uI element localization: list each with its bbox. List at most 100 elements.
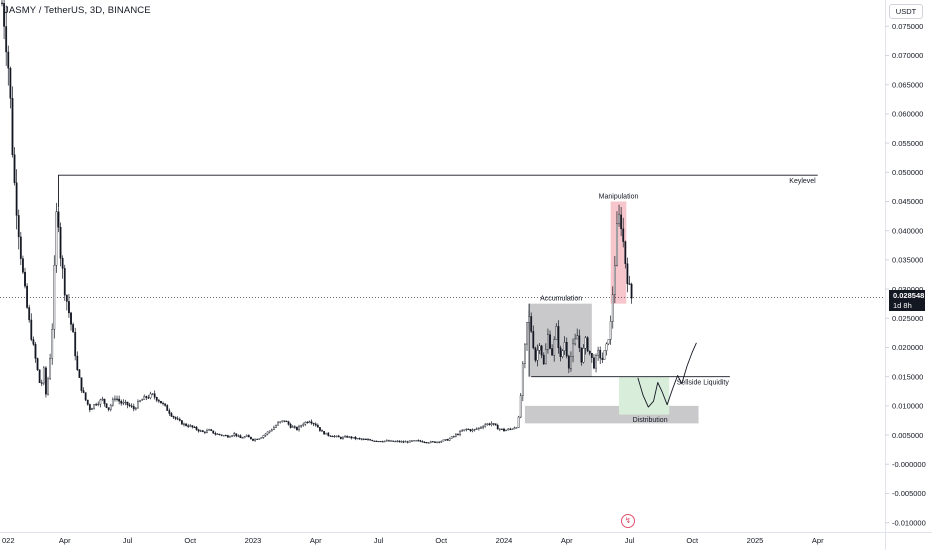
candle-body [406,441,409,443]
candle-body [258,438,261,440]
candle-body [130,405,133,407]
candle-body [76,355,79,370]
candle-body [356,438,359,440]
candle-body [285,420,288,423]
candle-body [49,358,52,380]
candle-body [256,438,259,440]
candle-body [358,438,361,440]
x-tick-label: Oct [435,536,448,545]
candle-body [34,344,37,359]
candle-body [582,348,585,363]
candle-body [170,413,173,417]
candle-body [176,418,179,420]
current-price-value: 0.028548 [893,291,925,300]
candle-body [120,400,123,404]
candle-body [59,226,62,259]
candle-body [15,182,18,216]
candle-body [567,355,570,369]
candle-body [415,440,418,442]
candle-body [551,348,554,356]
candle-body [429,441,432,443]
axis-corner[interactable] [885,533,932,550]
candle-body [47,378,49,395]
candle-body [325,432,328,435]
currency-selector[interactable]: USDT [889,4,923,19]
candle-body [151,393,154,395]
candle-body [168,410,171,414]
zone-layer [524,201,699,424]
candle-body [547,334,549,350]
candle-body [440,440,443,443]
candle-body [191,425,194,428]
candle-body [469,429,472,432]
candle-body [365,438,367,441]
candle-body [519,395,522,418]
candle-body [534,347,537,361]
candle-body [233,433,236,436]
candle-body [484,424,487,427]
candle-body [561,350,564,357]
candle-body [229,436,231,438]
candle-body [270,429,273,432]
candle-body [128,404,131,407]
candle-body [126,401,129,406]
candle-body [532,331,535,349]
candle-body [74,332,77,357]
candle-body [281,420,284,422]
candle-body [486,423,489,426]
candle-body [321,430,323,432]
x-tick-label: Apr [310,536,322,545]
y-tick-label: 0.035000 [892,256,923,265]
candle-body [293,426,296,428]
candle-body [216,433,219,435]
candle-body [32,339,35,345]
candle-body [57,211,60,228]
candle-body [584,337,587,349]
candle-body [222,435,225,437]
candle-body [226,435,229,438]
candle-body [436,441,438,443]
x-tick-label: Jul [625,536,635,545]
candle-body [68,301,70,314]
candle-body [212,430,215,434]
lightning-icon[interactable]: ↯ [621,514,635,528]
candle-body [335,435,338,437]
candle-body [327,432,330,436]
x-tick-label: Jul [123,536,133,545]
candle-body [42,367,45,384]
candle-body [80,377,83,391]
candle-body [375,440,378,442]
candle-body [114,398,116,400]
candle-body [137,401,139,409]
candle-body [348,436,351,438]
x-tick-label: 2023 [245,536,262,545]
candle-body [557,326,560,349]
candle-body [385,440,388,442]
y-tick-label: 0.040000 [892,226,923,235]
projection-path [637,342,697,408]
candle-body [578,335,581,348]
candle-body [613,265,616,295]
candle-body [19,236,22,259]
candle-body [302,424,305,426]
candle-body [597,349,600,356]
candle-body [277,422,279,426]
candle-body [306,421,309,424]
candle-body [478,427,480,430]
candle-body [521,363,524,396]
candle-body [193,426,196,428]
candle-body [515,427,518,429]
bar-countdown: 1d 8h [893,300,912,310]
candle-body [264,433,267,436]
candle-body [618,214,620,225]
candle-body [601,357,604,360]
candle-body [101,398,104,401]
candle-body [542,355,545,365]
candle-body [442,439,445,442]
candle-body [565,342,568,357]
candle-body [86,399,89,405]
candle-body [595,355,597,369]
candle-body [423,441,426,444]
candle-body [220,434,223,436]
